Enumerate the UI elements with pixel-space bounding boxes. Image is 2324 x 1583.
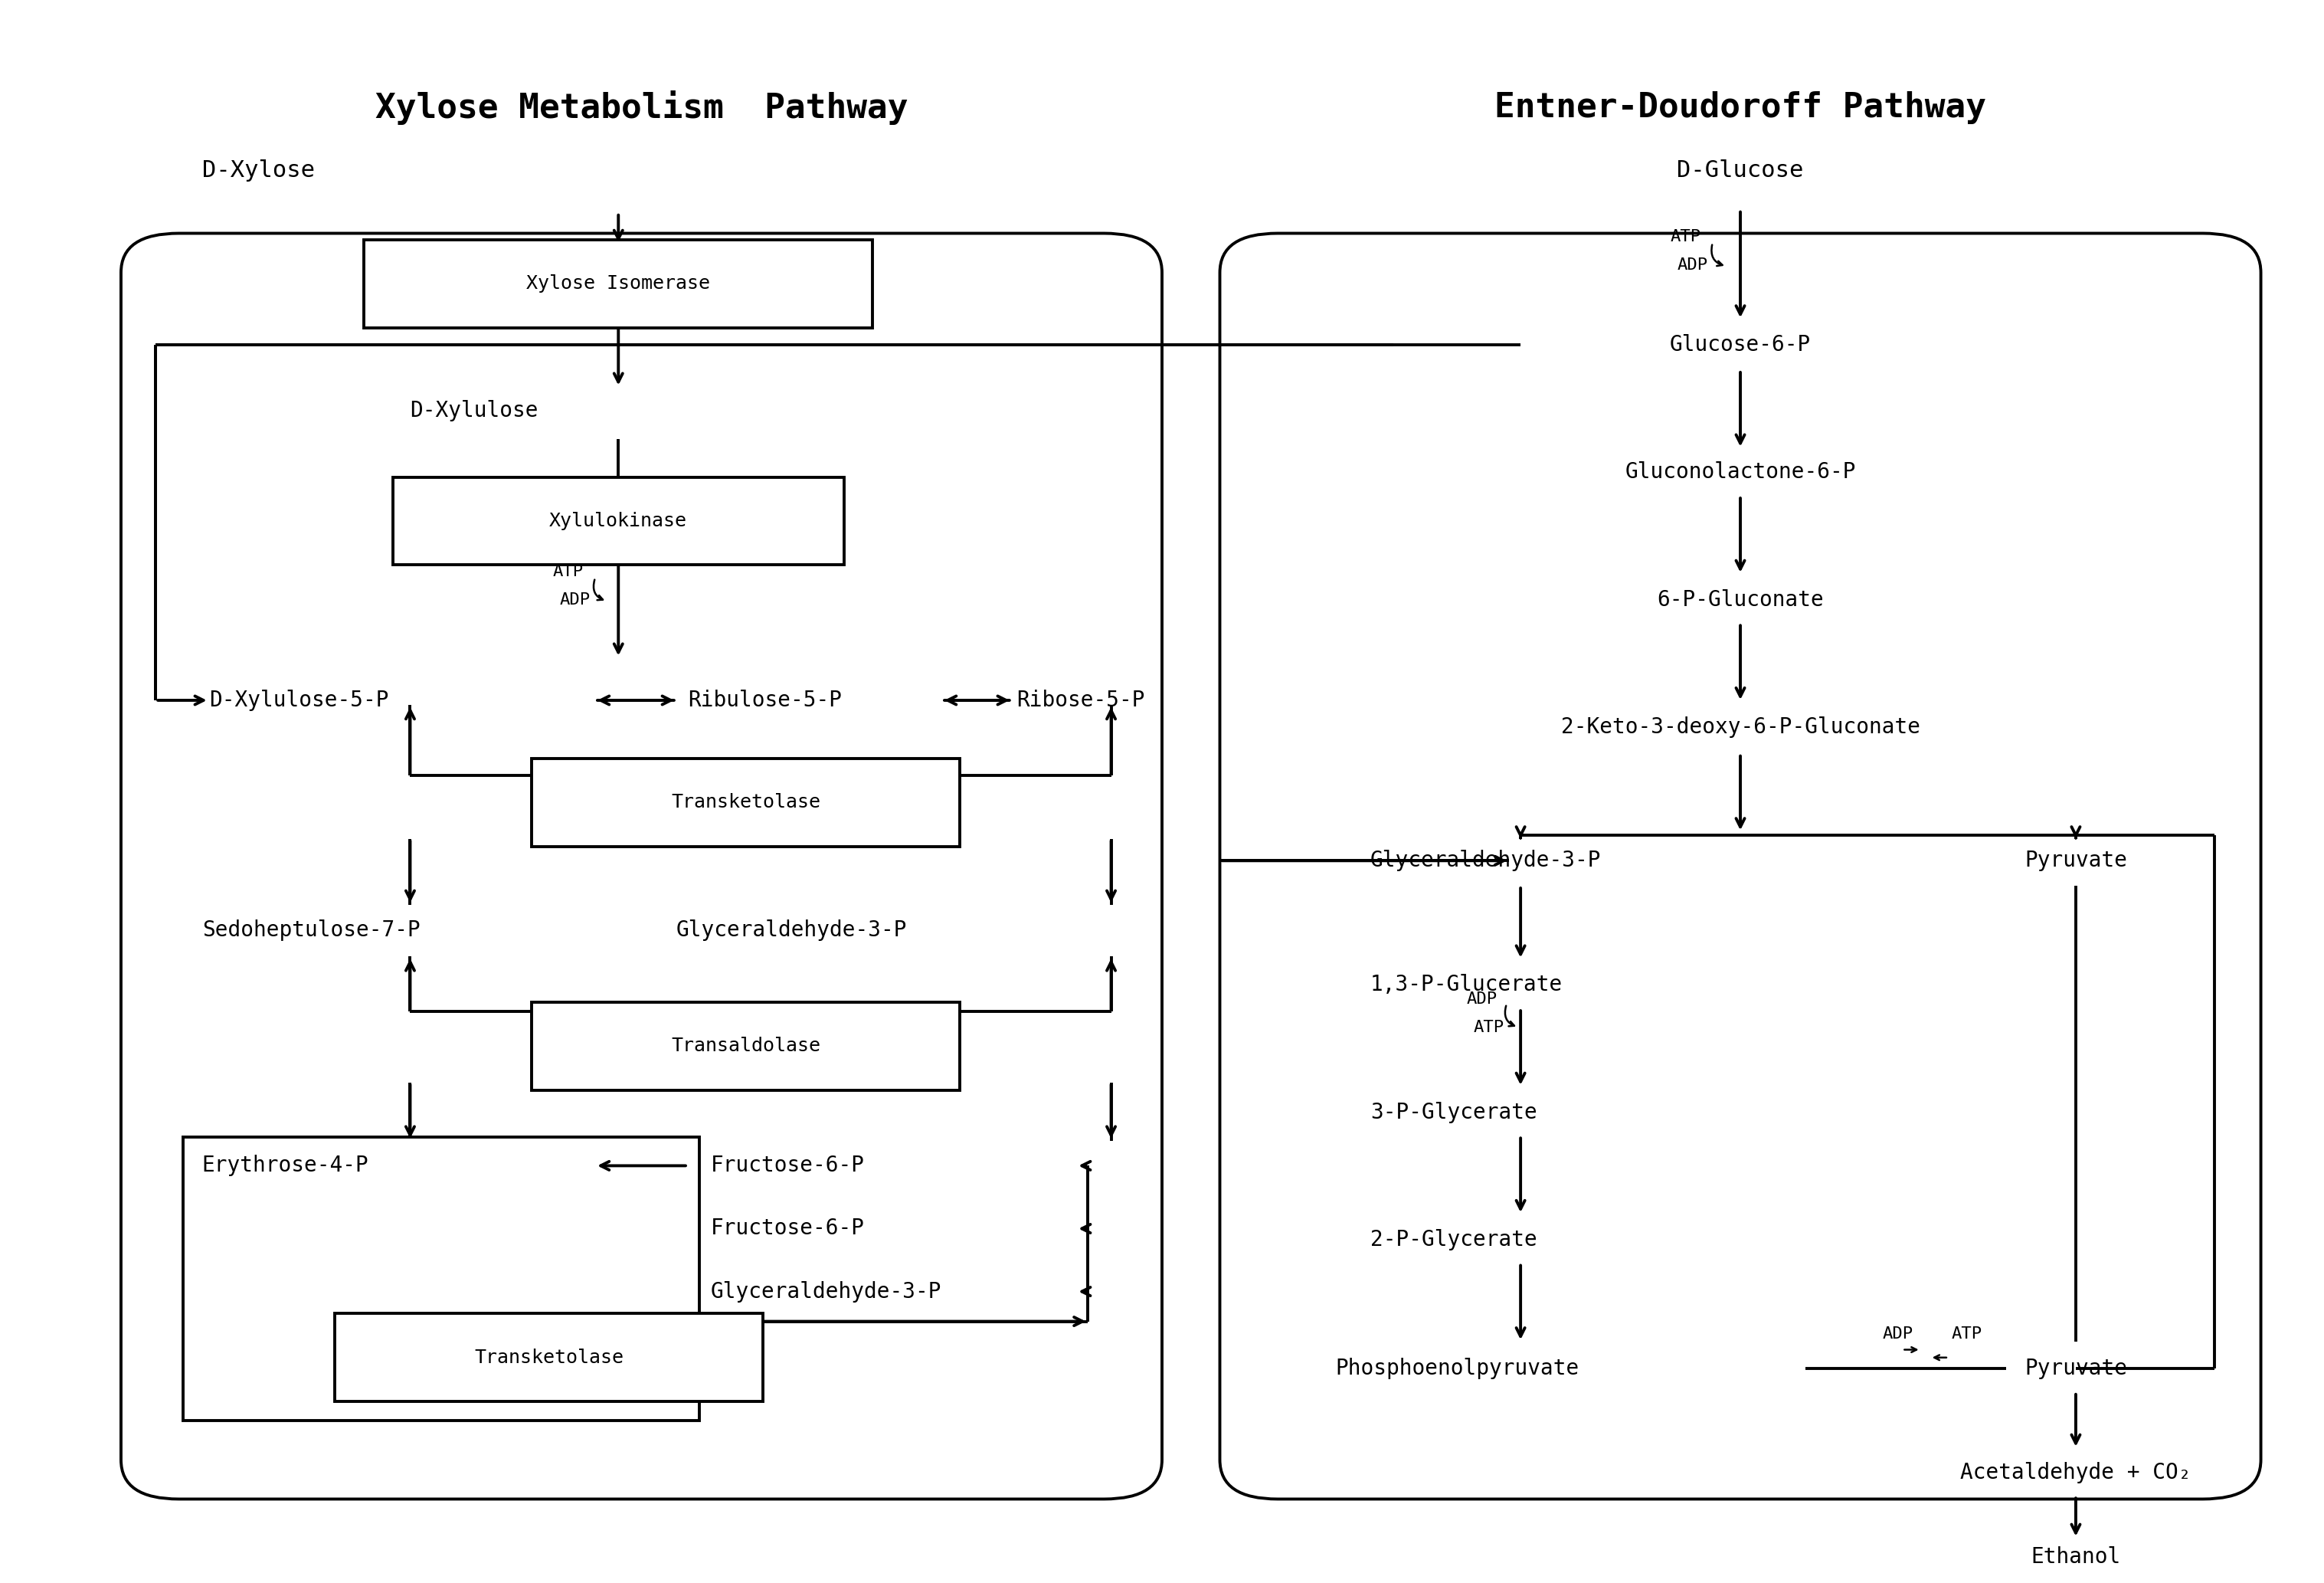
Text: Gluconolactone-6-P: Gluconolactone-6-P xyxy=(1624,462,1857,483)
Text: Ribose-5-P: Ribose-5-P xyxy=(1016,690,1143,711)
FancyBboxPatch shape xyxy=(365,239,874,328)
Text: ATP: ATP xyxy=(1473,1019,1504,1035)
Text: Xylulokinase: Xylulokinase xyxy=(548,511,688,530)
FancyBboxPatch shape xyxy=(532,1002,960,1091)
Text: Glyceraldehyde-3-P: Glyceraldehyde-3-P xyxy=(711,1281,941,1303)
Text: Fructose-6-P: Fructose-6-P xyxy=(711,1217,865,1239)
Text: Sedoheptulose-7-P: Sedoheptulose-7-P xyxy=(202,920,421,940)
Text: Ribulose-5-P: Ribulose-5-P xyxy=(688,690,841,711)
Text: ADP: ADP xyxy=(1466,991,1497,1007)
FancyBboxPatch shape xyxy=(393,476,844,565)
Text: Transketolase: Transketolase xyxy=(474,1349,623,1366)
Text: 1,3-P-Glucerate: 1,3-P-Glucerate xyxy=(1371,974,1562,996)
Text: ATP: ATP xyxy=(1671,230,1701,244)
Text: Glyceraldehyde-3-P: Glyceraldehyde-3-P xyxy=(676,920,906,940)
Text: Pyruvate: Pyruvate xyxy=(2024,850,2126,871)
Text: Acetaldehyde + CO₂: Acetaldehyde + CO₂ xyxy=(1961,1461,2192,1483)
Text: 6-P-Gluconate: 6-P-Gluconate xyxy=(1657,589,1824,611)
Text: ATP: ATP xyxy=(553,564,583,579)
FancyBboxPatch shape xyxy=(532,758,960,847)
Text: D-Xylulose: D-Xylulose xyxy=(409,400,539,421)
Text: Ethanol: Ethanol xyxy=(2031,1547,2122,1569)
Text: Glucose-6-P: Glucose-6-P xyxy=(1669,334,1810,356)
Text: 2-P-Glycerate: 2-P-Glycerate xyxy=(1371,1228,1536,1251)
Text: Glyceraldehyde-3-P: Glyceraldehyde-3-P xyxy=(1371,850,1601,871)
Text: D-Glucose: D-Glucose xyxy=(1678,160,1803,182)
Text: Transaldolase: Transaldolase xyxy=(672,1037,820,1056)
Text: 3-P-Glycerate: 3-P-Glycerate xyxy=(1371,1102,1536,1122)
Text: ATP: ATP xyxy=(1952,1327,1982,1342)
Text: Erythrose-4-P: Erythrose-4-P xyxy=(202,1156,370,1176)
Text: Pyruvate: Pyruvate xyxy=(2024,1358,2126,1379)
Text: 2-Keto-3-deoxy-6-P-Gluconate: 2-Keto-3-deoxy-6-P-Gluconate xyxy=(1562,716,1920,738)
Text: Entner-Doudoroff Pathway: Entner-Doudoroff Pathway xyxy=(1494,92,1987,123)
Text: ADP: ADP xyxy=(1882,1327,1913,1342)
Text: Xylose Metabolism  Pathway: Xylose Metabolism Pathway xyxy=(374,90,909,125)
Text: D-Xylulose-5-P: D-Xylulose-5-P xyxy=(209,690,388,711)
Text: Fructose-6-P: Fructose-6-P xyxy=(711,1156,865,1176)
Text: Transketolase: Transketolase xyxy=(672,793,820,812)
Text: ADP: ADP xyxy=(1678,256,1708,272)
FancyBboxPatch shape xyxy=(335,1314,762,1401)
Text: ADP: ADP xyxy=(560,592,590,608)
FancyBboxPatch shape xyxy=(184,1138,700,1420)
Text: Phosphoenolpyruvate: Phosphoenolpyruvate xyxy=(1336,1358,1580,1379)
Text: D-Xylose: D-Xylose xyxy=(202,160,314,182)
Text: Xylose Isomerase: Xylose Isomerase xyxy=(528,274,711,293)
